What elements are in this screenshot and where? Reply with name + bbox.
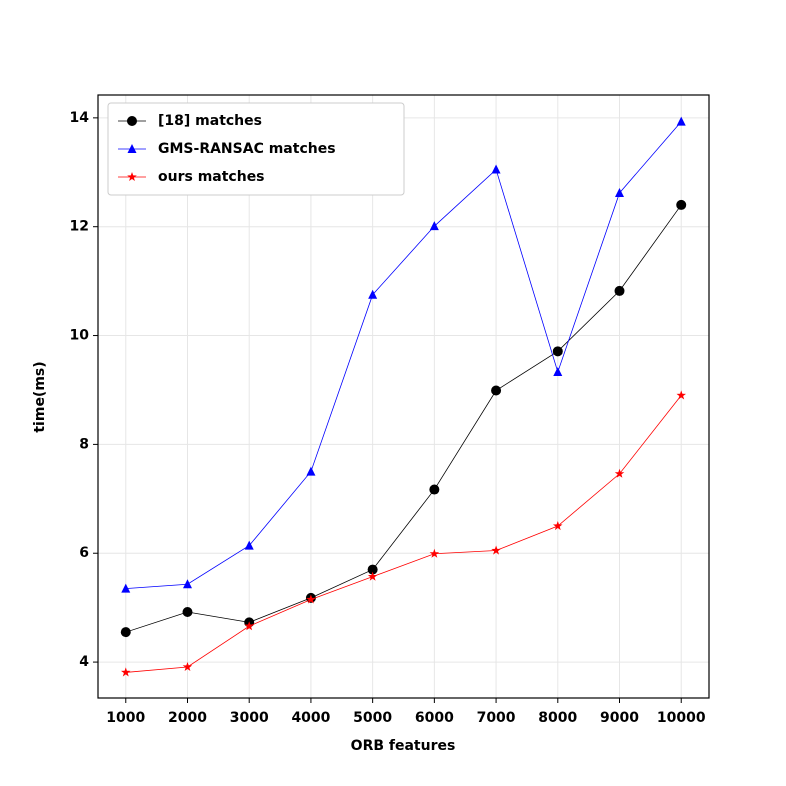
x-tick-label: 4000 [291, 710, 330, 726]
marker [614, 285, 625, 296]
marker [676, 116, 686, 126]
marker [367, 564, 378, 575]
series-line [125, 395, 682, 673]
marker [553, 521, 563, 531]
marker [491, 385, 502, 396]
marker [676, 199, 687, 210]
marker [127, 172, 137, 181]
x-tick-label: 1000 [106, 710, 145, 726]
marker [429, 548, 440, 558]
y-axis-label: time(ms) [32, 361, 48, 432]
marker [182, 662, 193, 671]
y-tick-label: 10 [70, 328, 90, 344]
y-tick-label: 12 [70, 219, 89, 235]
x-tick-label: 8000 [538, 710, 577, 726]
marker [127, 116, 137, 126]
x-tick-label: 3000 [230, 710, 269, 726]
legend-label: [18] matches [158, 113, 262, 129]
series-line [125, 204, 682, 633]
legend: [18] matches GMS-RANSAC matches ours match… [107, 102, 405, 196]
marker [244, 621, 254, 631]
marker [615, 187, 625, 197]
series-line [125, 121, 682, 590]
x-tick-label: 5000 [353, 710, 392, 726]
x-tick-label: 2000 [168, 710, 207, 726]
marker [491, 545, 501, 555]
y-tick-label: 4 [79, 654, 89, 670]
marker [614, 468, 625, 478]
legend-label: GMS-RANSAC matches [158, 141, 336, 157]
plot-frame [97, 94, 710, 699]
legend-label: ours matches [158, 169, 265, 185]
marker [182, 607, 193, 618]
marker [127, 144, 137, 153]
marker [120, 627, 131, 638]
marker [491, 164, 501, 174]
marker [429, 221, 439, 231]
x-tick-label: 6000 [415, 710, 454, 726]
marker [306, 594, 316, 604]
x-tick-label: 9000 [600, 710, 639, 726]
marker [121, 583, 131, 593]
x-axis-label: ORB features [351, 738, 456, 754]
marker [429, 484, 440, 495]
marker [121, 667, 131, 677]
marker [676, 390, 686, 400]
marker [368, 289, 378, 299]
y-tick-label: 8 [79, 436, 89, 452]
y-tick-label: 14 [70, 110, 90, 126]
x-tick-label: 7000 [477, 710, 516, 726]
marker [306, 466, 316, 476]
marker [244, 540, 254, 550]
y-tick-label: 6 [79, 545, 89, 561]
x-tick-label: 10000 [657, 710, 706, 726]
marker [367, 571, 378, 581]
marker [552, 346, 563, 357]
marker [182, 579, 192, 589]
legend-frame [107, 102, 405, 196]
marker [553, 367, 563, 377]
